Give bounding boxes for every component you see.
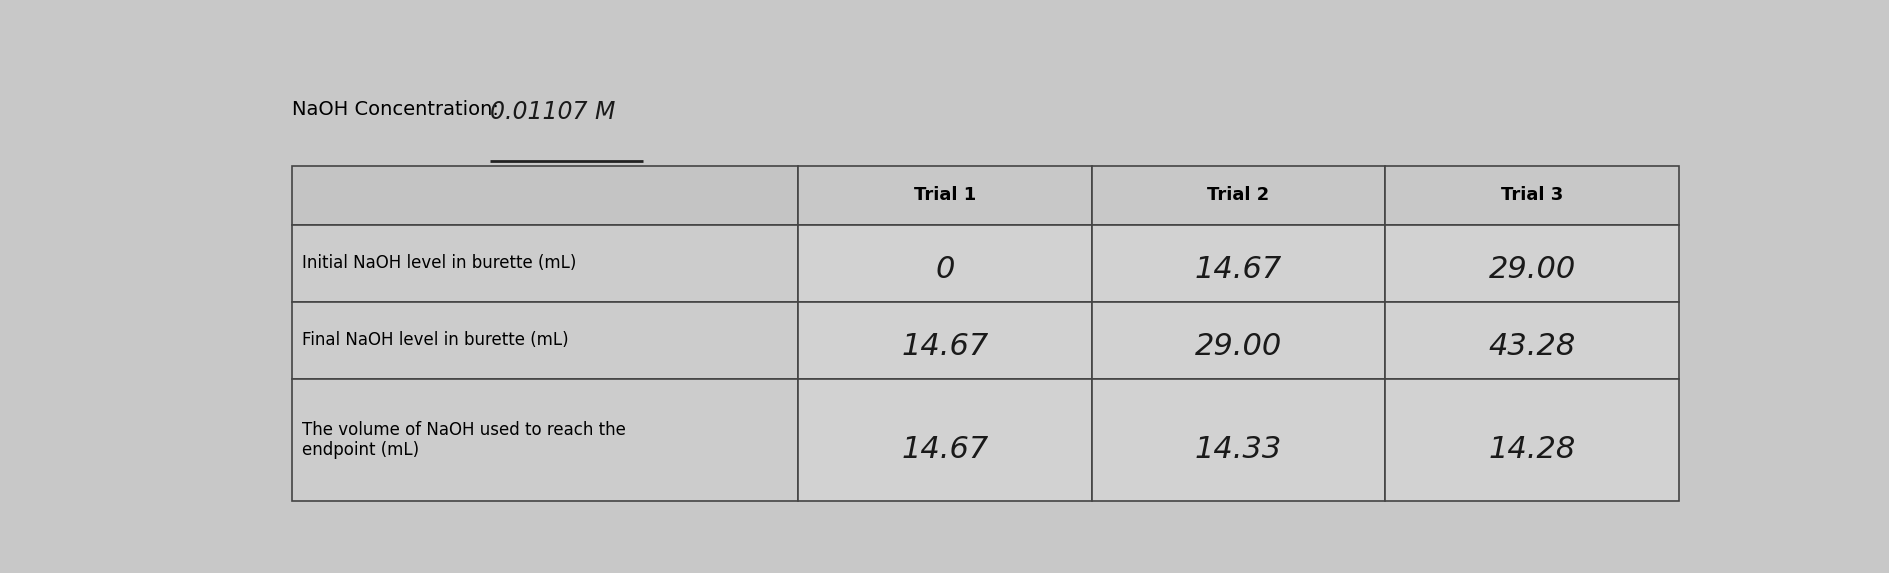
Bar	[1092, 379, 1385, 501]
Bar	[291, 379, 797, 501]
Text: Trial 3: Trial 3	[1500, 186, 1562, 204]
Text: 14.67: 14.67	[901, 332, 988, 361]
Text: Trial 1: Trial 1	[914, 186, 975, 204]
Bar	[797, 301, 1092, 379]
Bar	[291, 166, 797, 225]
Bar	[291, 301, 797, 379]
Text: 0.01107 M: 0.01107 M	[489, 100, 614, 124]
Bar	[797, 166, 1092, 225]
Text: Final NaOH level in burette (mL): Final NaOH level in burette (mL)	[302, 331, 569, 349]
Text: 0: 0	[935, 255, 954, 284]
Text: The volume of NaOH used to reach the
endpoint (mL): The volume of NaOH used to reach the end…	[302, 421, 625, 460]
Text: 14.67: 14.67	[1194, 255, 1281, 284]
Text: 14.28: 14.28	[1489, 435, 1575, 464]
Text: NaOH Concentration:: NaOH Concentration:	[291, 100, 499, 119]
Text: 14.67: 14.67	[901, 435, 988, 464]
Bar	[1092, 166, 1385, 225]
Text: 29.00: 29.00	[1489, 255, 1575, 284]
Bar	[1385, 166, 1677, 225]
Bar	[1385, 379, 1677, 501]
Bar	[1092, 301, 1385, 379]
Text: Initial NaOH level in burette (mL): Initial NaOH level in burette (mL)	[302, 254, 576, 272]
Text: Trial 2: Trial 2	[1207, 186, 1269, 204]
Bar	[1385, 225, 1677, 301]
Bar	[1092, 225, 1385, 301]
Text: 14.33: 14.33	[1194, 435, 1281, 464]
Text: 29.00: 29.00	[1194, 332, 1281, 361]
Bar	[797, 379, 1092, 501]
Bar	[1385, 301, 1677, 379]
Bar	[291, 225, 797, 301]
Bar	[797, 225, 1092, 301]
Text: 43.28: 43.28	[1489, 332, 1575, 361]
